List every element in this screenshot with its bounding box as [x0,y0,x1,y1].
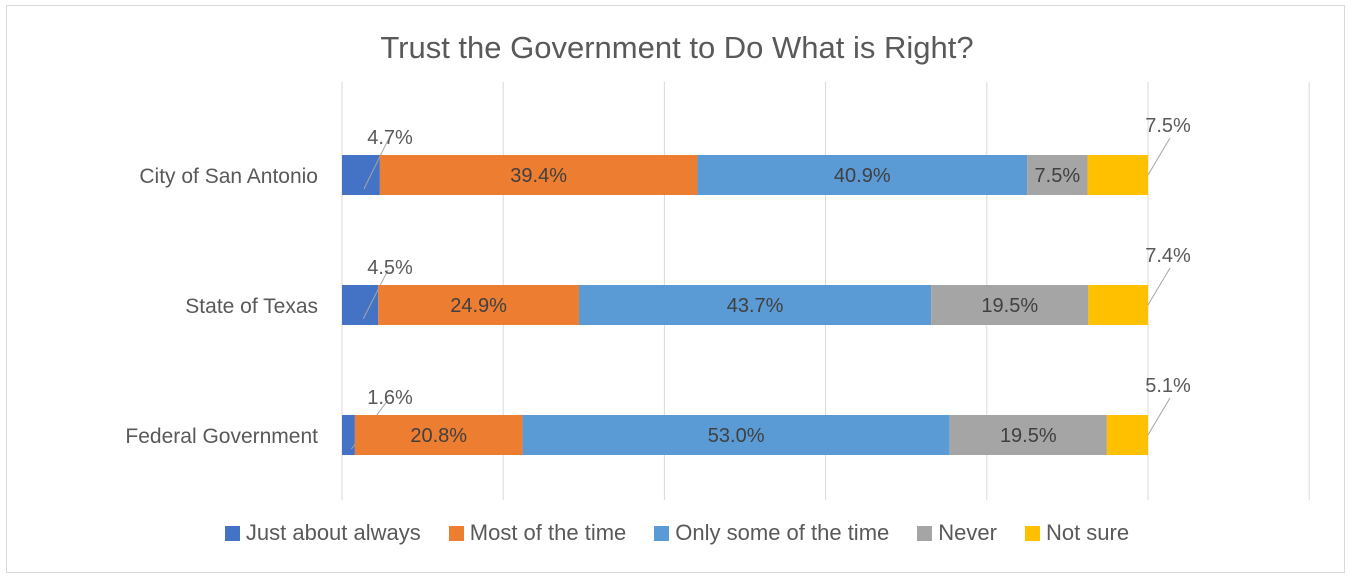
bar-segment [931,285,1089,325]
data-label: 4.7% [367,127,413,149]
bar-segment [522,415,950,455]
legend-swatch [1024,525,1040,541]
data-label: 4.5% [367,257,413,279]
bar-segment [578,285,932,325]
leader-line [1147,137,1171,176]
data-label: 53.0% [708,425,765,447]
legend-swatch [917,525,933,541]
data-label: 7.4% [1145,245,1191,267]
data-label: 40.9% [834,165,891,187]
legend-item-most-of-the-time: Most of the time [448,520,627,546]
bar-segment [379,155,698,195]
legend-item-not-sure: Not sure [1024,520,1130,546]
chart-title: Trust the Government to Do What is Right… [380,30,974,65]
leader-line [363,139,389,190]
data-label: 5.1% [1145,375,1191,397]
data-label: 7.5% [1035,165,1081,187]
data-label: 43.7% [727,295,784,317]
bar-segment [354,415,523,455]
bar-segment [342,415,355,455]
leader-line [362,269,389,320]
legend-swatch [224,525,240,541]
data-label: 19.5% [1000,425,1057,447]
bar-segment [697,155,1028,195]
data-label: 7.5% [1145,115,1191,137]
category-label: State of Texas [185,295,318,318]
chart-legend: Just about always Most of the time Only … [0,520,1354,546]
bar-segment [1027,155,1088,195]
data-label: 24.9% [450,295,507,317]
bar-segment [378,285,579,325]
category-label: Federal Government [125,425,318,448]
legend-item-just-about-always: Just about always [224,520,421,546]
data-label: 39.4% [510,165,567,187]
legend-swatch [654,525,670,541]
legend-label: Never [938,520,997,545]
category-label: City of San Antonio [139,165,318,188]
legend-item-never: Never [917,520,997,546]
legend-swatch [448,525,464,541]
legend-label: Just about always [245,520,421,545]
data-label: 1.6% [367,387,413,409]
bar-segment [342,155,380,195]
bar-segment [1088,285,1148,325]
data-label: 19.5% [981,295,1038,317]
bar-segment [949,415,1107,455]
leader-line [1147,397,1171,436]
legend-label: Most of the time [469,520,627,545]
data-label: 20.8% [410,425,467,447]
bar-segment [1087,155,1148,195]
bar-segment [1106,415,1148,455]
legend-item-only-some-of-the-time: Only some of the time [654,520,889,546]
legend-label: Not sure [1045,520,1130,545]
leader-line [1147,267,1171,306]
legend-label: Only some of the time [675,520,890,545]
bar-segment [342,285,379,325]
